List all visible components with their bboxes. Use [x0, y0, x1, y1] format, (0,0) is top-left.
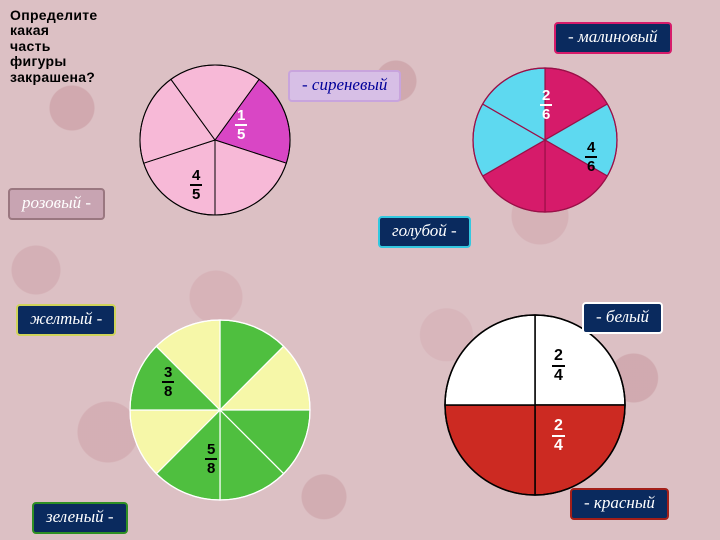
title: Определите какая часть фигуры закрашена? [10, 8, 98, 85]
label-crimson: - малиновый [554, 22, 672, 54]
pie-pink-magenta [137, 62, 293, 218]
fraction-1-5: 15 [235, 108, 247, 142]
label-cyan: голубой - [378, 216, 471, 248]
fraction-4-5: 45 [190, 168, 202, 202]
pie-green-yellow [127, 317, 313, 503]
label-white: - белый [582, 302, 663, 334]
pie-red-white [442, 312, 628, 498]
fraction-2-4-bottom: 24 [552, 418, 565, 454]
fraction-4-6: 46 [585, 140, 597, 174]
label-yellow: желтый - [16, 304, 116, 336]
fraction-2-6: 26 [540, 88, 552, 122]
label-lilac: - сиреневый [288, 70, 401, 102]
label-red: - красный [570, 488, 669, 520]
label-green: зеленый - [32, 502, 128, 534]
fraction-5-8: 58 [205, 442, 217, 476]
fraction-2-4-top: 24 [552, 348, 565, 384]
stage: Определите какая часть фигуры закрашена?… [0, 0, 720, 540]
label-rose: розовый - [8, 188, 105, 220]
fraction-3-8: 38 [162, 365, 174, 399]
